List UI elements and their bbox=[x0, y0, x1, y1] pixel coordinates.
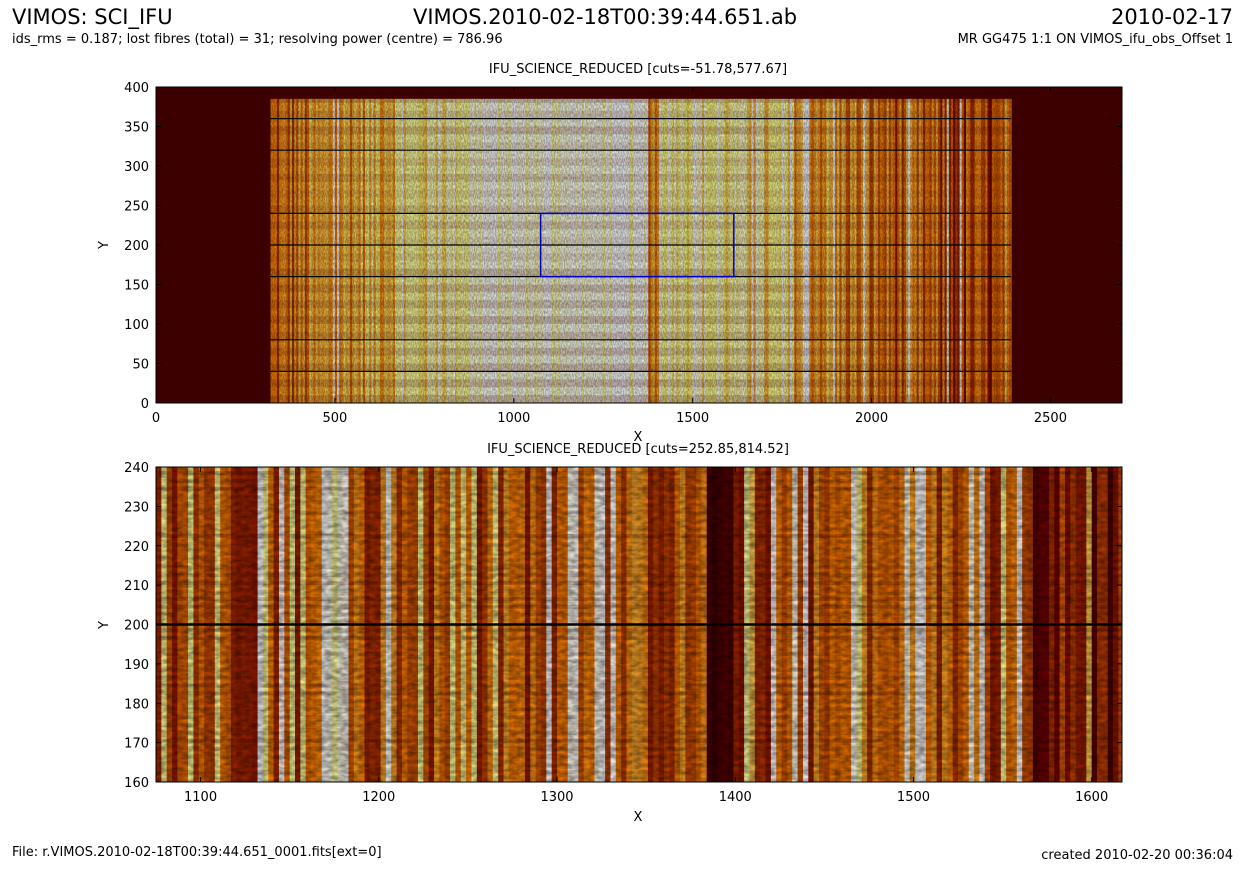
bottom-heatmap bbox=[156, 467, 1122, 782]
top-ytick-label: 50 bbox=[132, 358, 149, 373]
top-xtick-label: 1500 bbox=[676, 411, 709, 426]
top-ytick-label: 400 bbox=[124, 81, 149, 96]
top-ytick-label: 200 bbox=[124, 239, 149, 254]
top-xtick-label: 2000 bbox=[855, 411, 888, 426]
bottom-ytick-label: 180 bbox=[124, 697, 149, 712]
instrument-title: VIMOS: SCI_IFU bbox=[12, 5, 173, 29]
bottom-ytick-label: 170 bbox=[124, 737, 149, 752]
bottom-xtick-label: 1300 bbox=[540, 790, 573, 805]
top-ytick-label: 100 bbox=[124, 318, 149, 333]
bottom-ytick-label: 200 bbox=[124, 619, 149, 634]
top-ytick-label: 150 bbox=[124, 279, 149, 294]
top-panel-axes: 0 500 1000 1500 2000 2500 0 50 100 150 200 250 300 35… bbox=[124, 81, 1122, 426]
top-xtick-label: 0 bbox=[152, 411, 160, 426]
top-ytick-label: 350 bbox=[124, 121, 149, 136]
top-ytick-label: 0 bbox=[141, 397, 149, 412]
top-xtick-label: 2500 bbox=[1034, 411, 1067, 426]
top-panel-xlabel: X bbox=[634, 430, 643, 445]
file-footer: File: r.VIMOS.2010-02-18T00:39:44.651_00… bbox=[12, 845, 382, 860]
top-ytick-label: 250 bbox=[124, 200, 149, 215]
stats-subtitle: ids_rms = 0.187; lost fibres (total) = 3… bbox=[12, 32, 503, 47]
observation-date: 2010-02-17 bbox=[1110, 5, 1233, 29]
bottom-ytick-label: 190 bbox=[124, 658, 149, 673]
bottom-xtick-label: 1600 bbox=[1075, 790, 1108, 805]
bottom-ytick-label: 210 bbox=[124, 579, 149, 594]
created-footer: created 2010-02-20 00:36:04 bbox=[1041, 848, 1233, 863]
zoom-region-box bbox=[539, 212, 735, 278]
bottom-ytick-label: 220 bbox=[124, 540, 149, 555]
top-heatmap-image bbox=[270, 94, 1012, 403]
bottom-xtick-label: 1400 bbox=[719, 790, 752, 805]
top-ytick-label: 300 bbox=[124, 160, 149, 175]
top-xtick-label: 1000 bbox=[497, 411, 530, 426]
bottom-panel-title: IFU_SCIENCE_REDUCED [cuts=252.85,814.52] bbox=[487, 442, 789, 457]
bottom-panel-xlabel: X bbox=[634, 810, 643, 825]
top-panel-ylabel: Y bbox=[97, 241, 112, 250]
file-id-title: VIMOS.2010-02-18T00:39:44.651.ab bbox=[413, 5, 798, 29]
bottom-panel-ylabel: Y bbox=[97, 621, 112, 630]
top-noise-overlay bbox=[270, 98, 1012, 403]
top-heatmap bbox=[156, 87, 1122, 403]
bottom-panel-axes: 1100 1200 1300 1400 1500 1600 160 170 180 190 200 2… bbox=[124, 461, 1122, 805]
bottom-ytick-label: 240 bbox=[124, 461, 149, 476]
bottom-xtick-label: 1500 bbox=[897, 790, 930, 805]
top-panel-title: IFU_SCIENCE_REDUCED [cuts=-51.78,577.67] bbox=[489, 62, 787, 77]
bottom-xtick-label: 1100 bbox=[184, 790, 217, 805]
setup-subtitle: MR GG475 1:1 ON VIMOS_ifu_obs_Offset 1 bbox=[957, 32, 1233, 47]
top-xtick-label: 500 bbox=[322, 411, 347, 426]
bottom-ytick-label: 230 bbox=[124, 500, 149, 515]
bottom-heatmap-image bbox=[156, 467, 1122, 782]
bottom-xtick-label: 1200 bbox=[362, 790, 395, 805]
bottom-ytick-label: 160 bbox=[124, 776, 149, 791]
